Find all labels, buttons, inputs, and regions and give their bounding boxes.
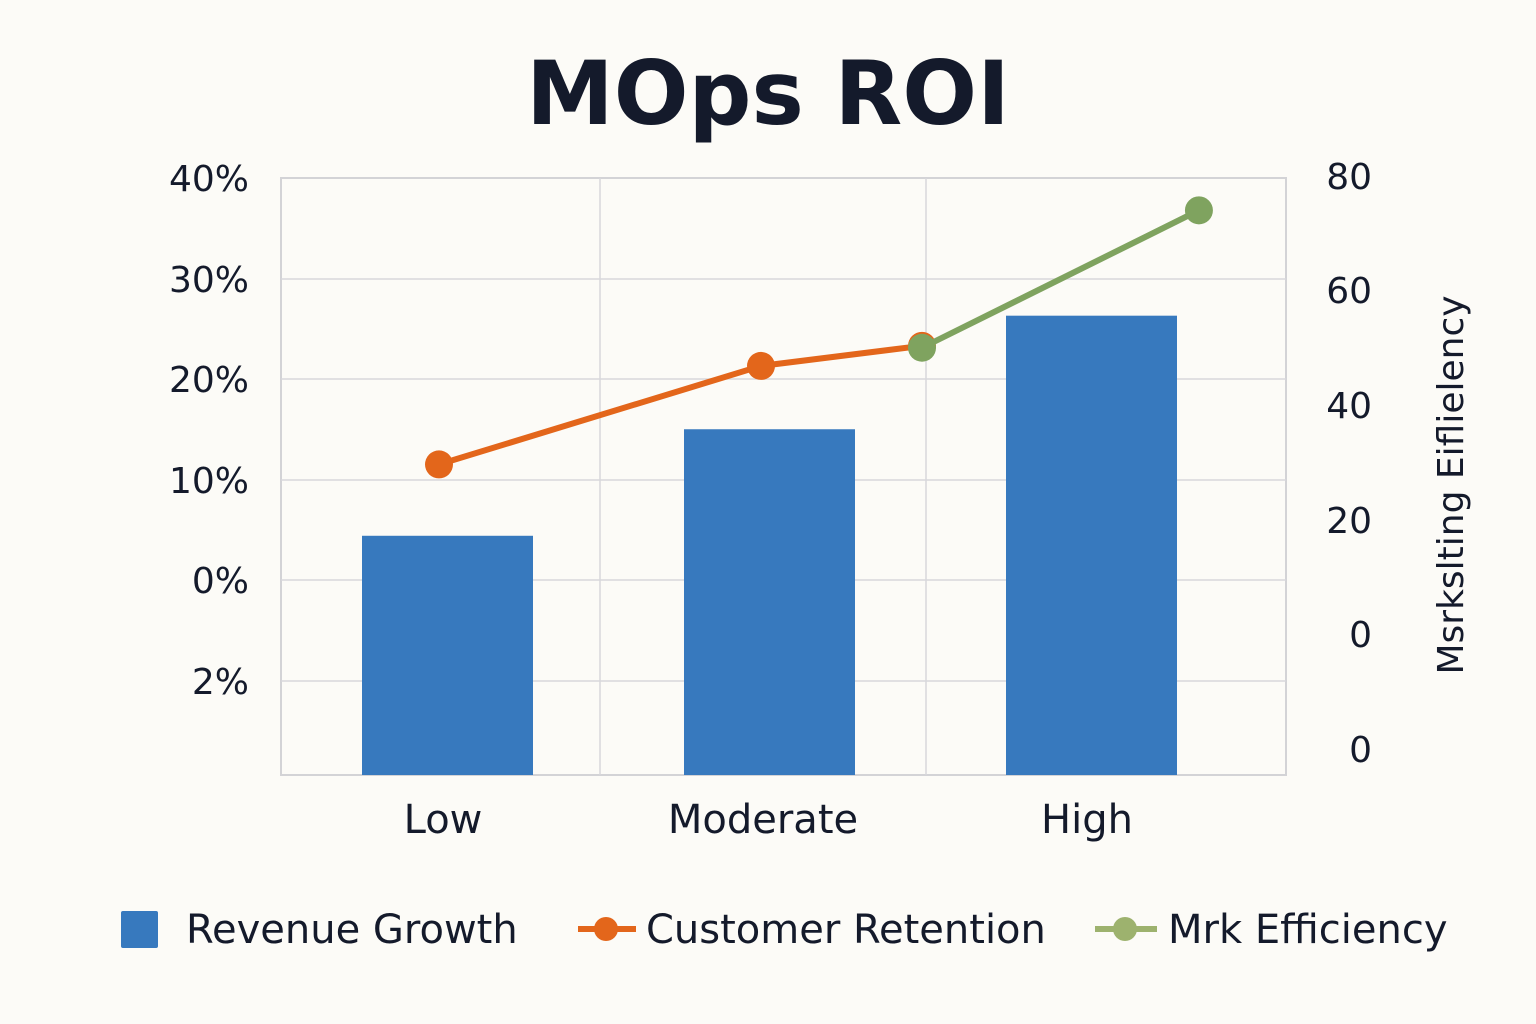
right-tick-label: 60 — [1326, 271, 1372, 312]
legend-label: Mrk Efficiency — [1168, 907, 1448, 953]
data-point — [747, 351, 775, 380]
lines — [425, 196, 1213, 479]
bar — [684, 429, 855, 775]
data-point — [425, 450, 453, 479]
right-tick-label: 0 — [1349, 730, 1372, 771]
legend-label: Customer Retention — [646, 907, 1046, 953]
left-tick-label: 30% — [169, 260, 249, 301]
legend-swatch-marker — [1113, 917, 1137, 941]
bar — [362, 535, 533, 775]
bar — [1006, 315, 1177, 775]
legend-swatch-marker — [594, 917, 618, 941]
left-tick-label: 10% — [169, 461, 249, 502]
right-tick-label: 0 — [1349, 615, 1372, 656]
left-axis: 40% 30% 20% 10% 0% 2% — [169, 159, 249, 703]
right-tick-label: 40 — [1326, 386, 1372, 427]
legend: Revenue Growth Customer Retention Mrk Effi… — [121, 907, 1448, 953]
right-tick-label: 20 — [1326, 501, 1372, 542]
bars — [362, 315, 1177, 775]
category-label: Moderate — [668, 797, 858, 843]
left-tick-label: 2% — [192, 662, 249, 703]
category-label: Low — [404, 797, 483, 843]
chart-title: MOps ROI — [526, 42, 1010, 145]
right-axis: 80 60 40 20 0 0 — [1326, 157, 1372, 771]
data-point — [908, 333, 936, 362]
left-tick-label: 40% — [169, 159, 249, 200]
left-tick-label: 0% — [192, 561, 249, 602]
data-point — [1184, 196, 1213, 225]
legend-swatch-bar — [121, 911, 158, 948]
x-axis: Low Moderate High — [404, 797, 1133, 843]
right-axis-label: Msrkslting Eiflielency — [1431, 295, 1472, 674]
legend-label: Revenue Growth — [186, 907, 518, 953]
left-tick-label: 20% — [169, 360, 249, 401]
series-line — [920, 207, 1201, 351]
right-tick-label: 80 — [1326, 157, 1372, 198]
category-label: High — [1041, 797, 1133, 843]
